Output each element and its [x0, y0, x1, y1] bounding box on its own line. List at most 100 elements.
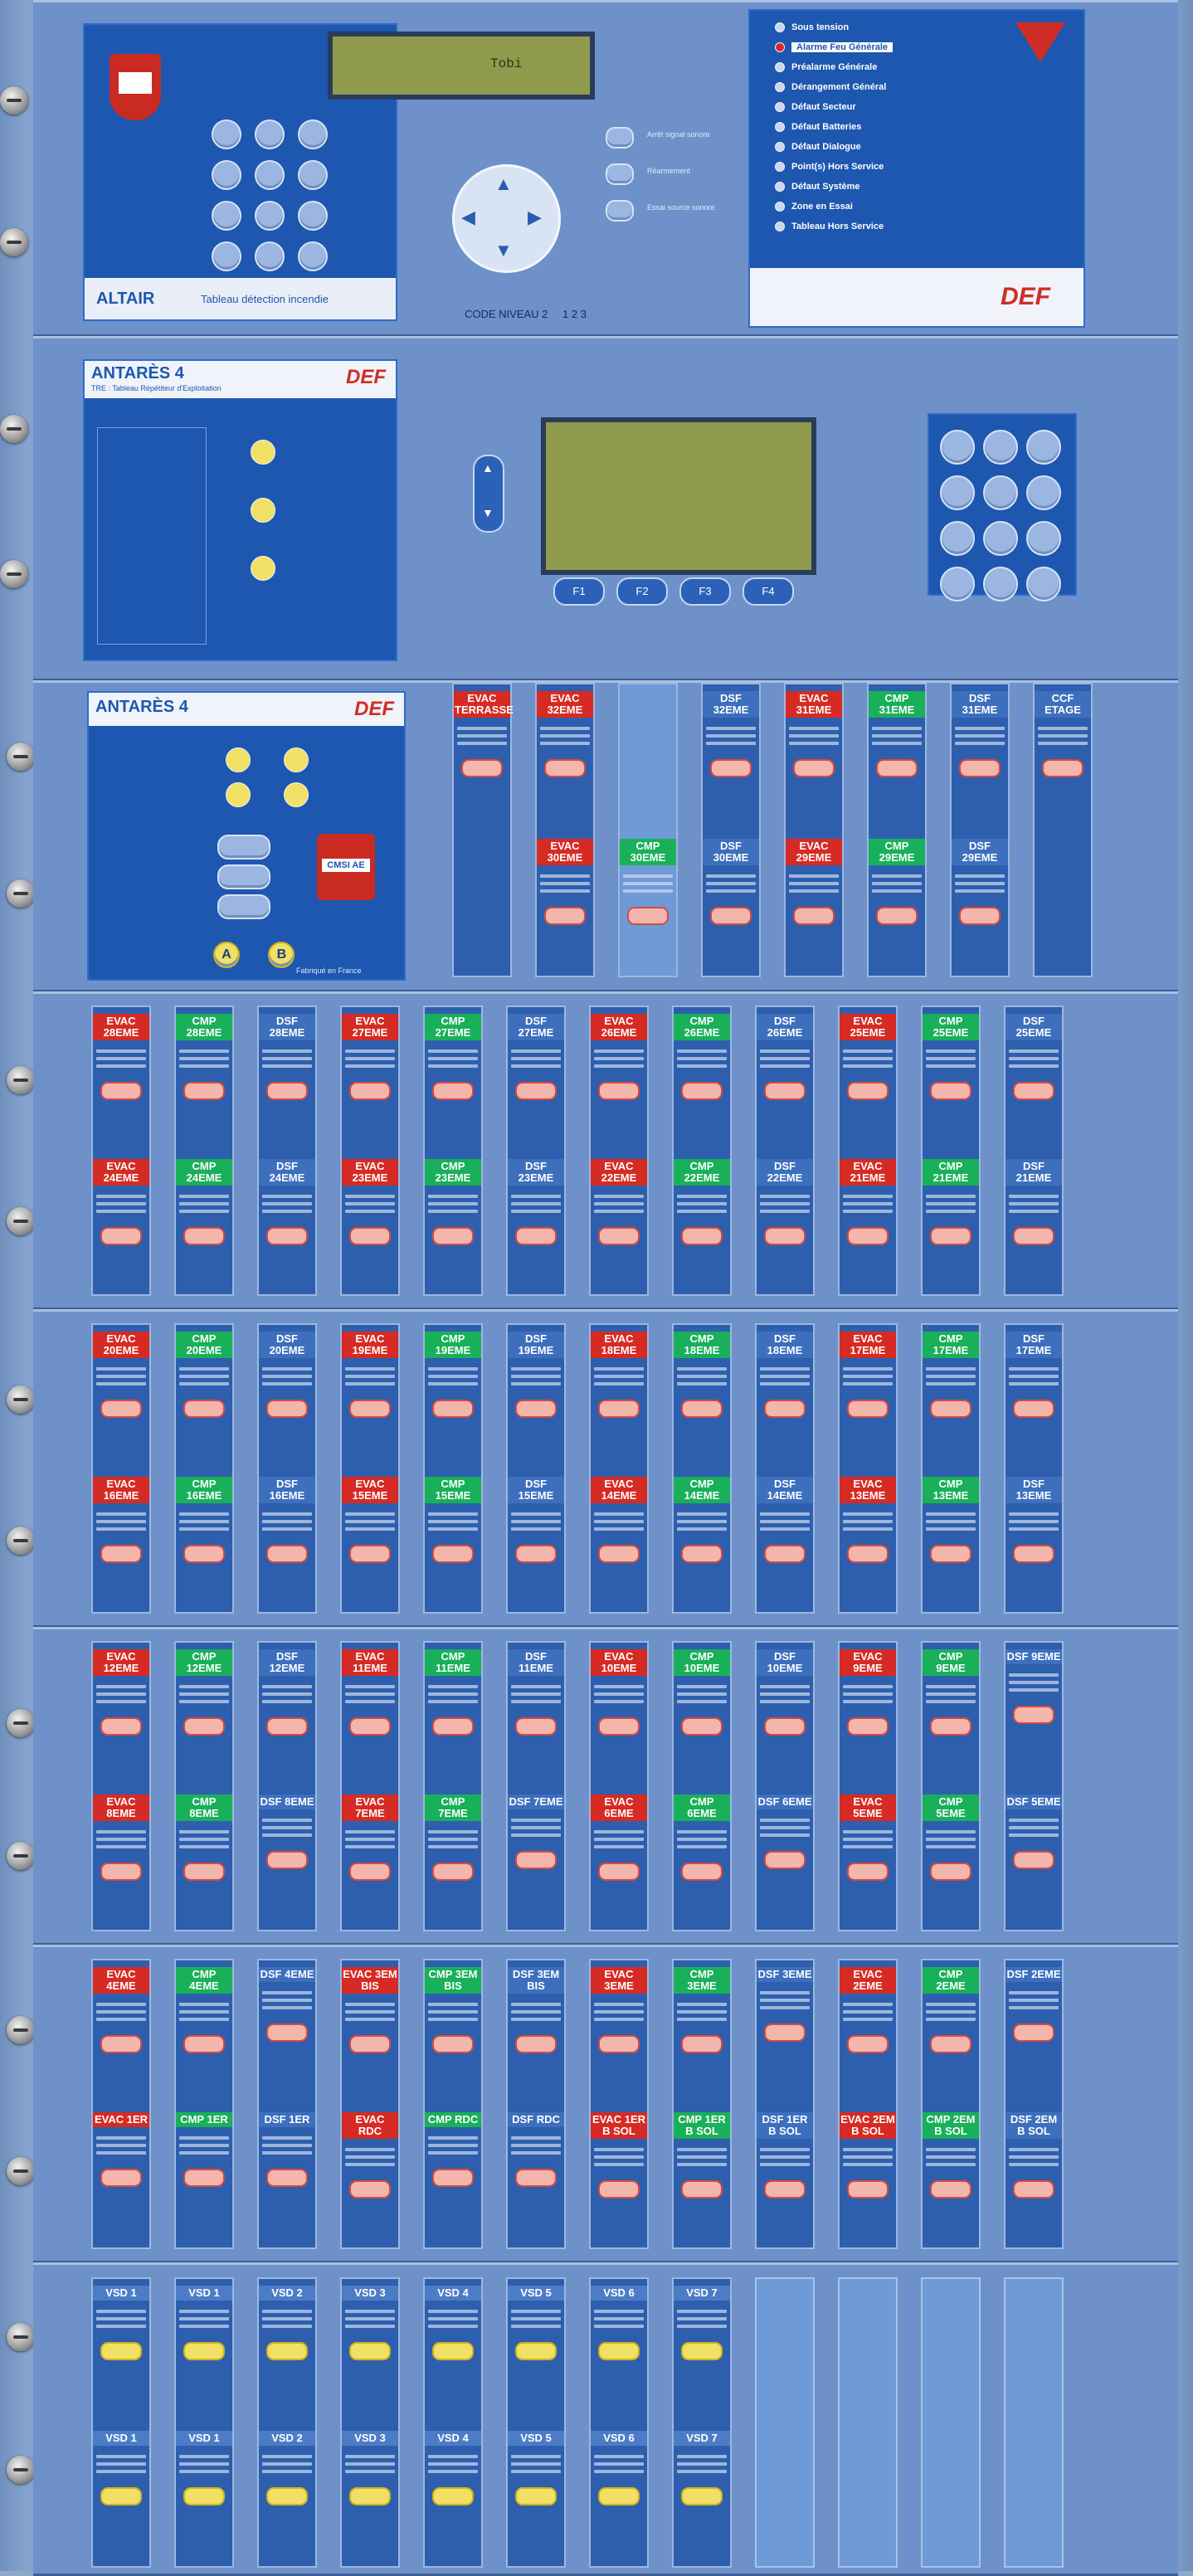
command-button[interactable]: [930, 1863, 971, 1881]
command-button[interactable]: [598, 1400, 640, 1418]
key-button[interactable]: [1026, 521, 1061, 556]
command-button[interactable]: [266, 1851, 308, 1869]
command-button[interactable]: [100, 2169, 142, 2187]
command-button[interactable]: [349, 2035, 391, 2053]
command-button[interactable]: [876, 759, 918, 777]
f3-button[interactable]: F3: [679, 577, 731, 606]
command-button[interactable]: [100, 1400, 142, 1418]
command-button[interactable]: [847, 2035, 889, 2053]
f2-button[interactable]: F2: [616, 577, 668, 606]
command-button[interactable]: [349, 1545, 391, 1563]
silence-button[interactable]: [606, 127, 634, 149]
command-button[interactable]: [349, 1717, 391, 1736]
command-button[interactable]: [461, 759, 503, 777]
command-button[interactable]: [183, 2342, 225, 2360]
a-button[interactable]: A: [213, 942, 240, 968]
key-button[interactable]: [940, 521, 975, 556]
scroll-control[interactable]: ▲ ▼: [473, 455, 504, 533]
arrow-down-icon[interactable]: ▼: [482, 506, 494, 519]
arrow-up-icon[interactable]: ▲: [482, 461, 494, 475]
command-button[interactable]: [681, 1082, 723, 1100]
f4-button[interactable]: F4: [743, 577, 794, 606]
command-button[interactable]: [349, 1227, 391, 1245]
command-button[interactable]: [349, 2487, 391, 2505]
key-button[interactable]: [1026, 475, 1061, 510]
command-button[interactable]: [349, 1400, 391, 1418]
command-button[interactable]: [764, 1717, 806, 1736]
command-button[interactable]: [544, 759, 586, 777]
command-button[interactable]: [681, 2342, 723, 2360]
key-button[interactable]: [983, 475, 1018, 510]
command-button[interactable]: [100, 1545, 142, 1563]
command-button[interactable]: [266, 1545, 308, 1563]
key-button[interactable]: [1026, 567, 1061, 601]
key-button[interactable]: [298, 241, 328, 271]
arrow-up-icon[interactable]: ▲: [494, 173, 513, 194]
command-button[interactable]: [598, 1717, 640, 1736]
command-button[interactable]: [681, 1863, 723, 1881]
command-button[interactable]: [100, 2487, 142, 2505]
command-button[interactable]: [100, 2342, 142, 2360]
test-sounder-button[interactable]: [606, 200, 634, 222]
command-button[interactable]: [515, 1227, 557, 1245]
command-button[interactable]: [930, 2180, 971, 2199]
command-button[interactable]: [930, 2035, 971, 2053]
command-button[interactable]: [598, 1863, 640, 1881]
command-button[interactable]: [1013, 1545, 1054, 1563]
command-button[interactable]: [432, 1400, 474, 1418]
command-button[interactable]: [183, 2487, 225, 2505]
command-button[interactable]: [183, 1717, 225, 1736]
command-button[interactable]: [681, 1717, 723, 1736]
command-button[interactable]: [1013, 1082, 1054, 1100]
command-button[interactable]: [349, 1863, 391, 1881]
command-button[interactable]: [1013, 1851, 1054, 1869]
command-button[interactable]: [627, 906, 669, 925]
command-button[interactable]: [930, 1717, 971, 1736]
command-button[interactable]: [1013, 2023, 1054, 2042]
command-button[interactable]: [432, 2169, 474, 2187]
key-button[interactable]: [983, 567, 1018, 601]
command-button[interactable]: [183, 2169, 225, 2187]
command-button[interactable]: [681, 1400, 723, 1418]
cmsi-button[interactable]: [217, 835, 270, 859]
command-button[interactable]: [515, 1082, 557, 1100]
command-button[interactable]: [266, 2342, 308, 2360]
arrow-right-icon[interactable]: ▶: [528, 207, 542, 227]
command-button[interactable]: [515, 2487, 557, 2505]
command-button[interactable]: [349, 2180, 391, 2199]
key-button[interactable]: [983, 521, 1018, 556]
key-button[interactable]: [940, 430, 975, 465]
command-button[interactable]: [764, 1082, 806, 1100]
command-button[interactable]: [183, 2035, 225, 2053]
command-button[interactable]: [544, 906, 586, 925]
command-button[interactable]: [598, 2487, 640, 2505]
command-button[interactable]: [959, 906, 1001, 925]
command-button[interactable]: [764, 1400, 806, 1418]
key-button[interactable]: [212, 201, 241, 231]
command-button[interactable]: [432, 1082, 474, 1100]
navigation-pad[interactable]: ▲ ▼ ◀ ▶: [452, 164, 561, 273]
command-button[interactable]: [432, 2035, 474, 2053]
command-button[interactable]: [515, 1545, 557, 1563]
command-button[interactable]: [847, 2180, 889, 2199]
command-button[interactable]: [183, 1227, 225, 1245]
key-button[interactable]: [212, 119, 241, 149]
command-button[interactable]: [764, 1545, 806, 1563]
command-button[interactable]: [598, 2035, 640, 2053]
command-button[interactable]: [847, 1717, 889, 1736]
key-button[interactable]: [1026, 430, 1061, 465]
command-button[interactable]: [847, 1082, 889, 1100]
command-button[interactable]: [515, 2035, 557, 2053]
key-button[interactable]: [298, 119, 328, 149]
command-button[interactable]: [1013, 1227, 1054, 1245]
command-button[interactable]: [598, 2180, 640, 2199]
command-button[interactable]: [930, 1400, 971, 1418]
command-button[interactable]: [100, 1717, 142, 1736]
command-button[interactable]: [266, 1717, 308, 1736]
command-button[interactable]: [764, 1851, 806, 1869]
command-button[interactable]: [266, 2023, 308, 2042]
command-button[interactable]: [100, 1082, 142, 1100]
command-button[interactable]: [764, 2180, 806, 2199]
arrow-left-icon[interactable]: ◀: [461, 207, 475, 227]
command-button[interactable]: [930, 1082, 971, 1100]
